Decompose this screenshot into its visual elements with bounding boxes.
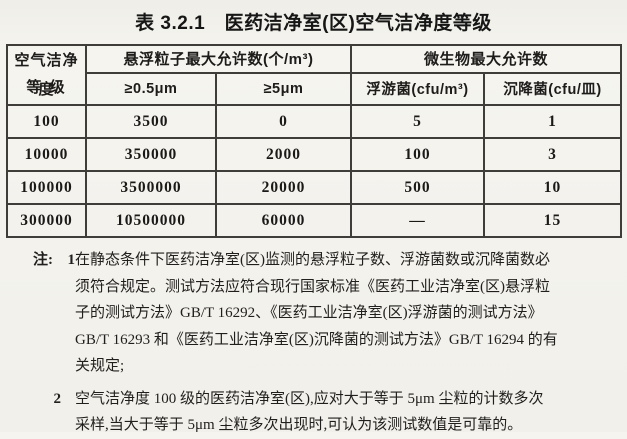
table-title: 表 3.2.1 医药洁净室(区)空气洁净度等级 <box>135 13 492 34</box>
note-1-label: 注: 1 <box>33 247 75 274</box>
note-2-text: 空气洁净度 100 级的医药洁净室(区),应对大于等于 5μm 尘粒的计数多次 … <box>75 386 623 439</box>
header-floating-bacteria: 浮游菌(cfu/m³) <box>350 71 485 107</box>
table-row: 100000 3500000 20000 500 10 <box>6 170 623 205</box>
cell-ge5: 60000 <box>215 203 352 238</box>
note-line: 空气洁净度 100 级的医药洁净室(区),应对大于等于 5μm 尘粒的计数多次 <box>75 390 544 407</box>
note-prefix: 注: <box>33 252 53 268</box>
cell-ge05: 3500 <box>85 104 217 139</box>
cell-ge05: 3500000 <box>85 170 217 205</box>
cell-grade: 100 <box>6 104 87 139</box>
cell-floating: 500 <box>350 170 485 205</box>
note-line: 关规定; <box>75 358 125 374</box>
header-row-subcolumns: ≥0.5μm ≥5μm 浮游菌(cfu/m³) 沉降菌(cfu/皿) <box>7 71 623 107</box>
cleanliness-table: 空气洁净度 等 级 悬浮粒子最大允许数(个/m³) 微生物最大允许数 ≥0.5μ… <box>6 44 623 238</box>
table-row: 10000 350000 2000 100 3 <box>6 137 623 172</box>
cell-ge5: 20000 <box>215 170 352 205</box>
note-line: 采样,当大于等于 5μm 尘粒多次出现时,可认为该测试数值是可靠的。 <box>75 417 523 433</box>
note-1: 注: 1 在静态条件下医药洁净室(区)监测的悬浮粒子数、浮游菌数或沉降菌数必 须… <box>33 247 623 380</box>
header-row-groups: 空气洁净度 等 级 悬浮粒子最大允许数(个/m³) 微生物最大允许数 <box>6 44 623 106</box>
cell-settling: 3 <box>482 137 623 172</box>
note-line: 须符合规定。测试方法应符合现行国家标准《医药工业洁净室(区)悬浮粒 <box>75 278 550 295</box>
table-row: 300000 10500000 60000 — 15 <box>6 203 623 238</box>
cell-settling: 10 <box>482 170 623 205</box>
note-1-number: 1 <box>67 252 76 268</box>
note-2: 2 空气洁净度 100 级的医药洁净室(区),应对大于等于 5μm 尘粒的计数多… <box>33 386 623 439</box>
cell-grade: 100000 <box>6 170 87 205</box>
header-group-particles: 悬浮粒子最大允许数(个/m³) <box>85 44 352 74</box>
header-ge05: ≥0.5μm <box>85 71 217 107</box>
header-ge5: ≥5μm <box>215 71 352 107</box>
cell-ge5: 0 <box>215 104 352 139</box>
cell-settling: 15 <box>482 203 623 238</box>
cell-ge5: 2000 <box>215 137 352 172</box>
cell-grade: 300000 <box>6 203 87 238</box>
header-grade: 空气洁净度 等 级 <box>6 44 87 106</box>
cell-floating: 5 <box>350 104 485 139</box>
cell-ge05: 10500000 <box>85 203 217 238</box>
cell-floating: 100 <box>350 137 485 172</box>
note-line: GB/T 16293 和《医药工业洁净室(区)沉降菌的测试方法》GB/T 162… <box>75 331 558 348</box>
table-row: 100 3500 0 5 1 <box>6 104 623 139</box>
note-line: 在静态条件下医药洁净室(区)监测的悬浮粒子数、浮游菌数或沉降菌数必 <box>75 252 550 268</box>
note-2-label: 2 <box>33 386 75 413</box>
header-grade-line2: 等 级 <box>26 79 67 96</box>
cell-ge05: 350000 <box>85 137 217 172</box>
header-grade-line1: 空气洁净度 <box>14 52 79 98</box>
note-2-number: 2 <box>53 390 62 407</box>
cell-grade: 10000 <box>6 137 87 172</box>
note-1-text: 在静态条件下医药洁净室(区)监测的悬浮粒子数、浮游菌数或沉降菌数必 须符合规定。… <box>75 247 623 380</box>
cell-floating: — <box>350 203 485 238</box>
note-line: 子的测试方法》GB/T 16292、《医药工业洁净室(区)浮游菌的测试方法》 <box>75 305 543 321</box>
header-group-microbes: 微生物最大允许数 <box>349 44 623 74</box>
header-settling-bacteria: 沉降菌(cfu/皿) <box>482 71 623 107</box>
notes-section: 注: 1 在静态条件下医药洁净室(区)监测的悬浮粒子数、浮游菌数或沉降菌数必 须… <box>33 247 623 439</box>
cell-settling: 1 <box>482 104 623 139</box>
